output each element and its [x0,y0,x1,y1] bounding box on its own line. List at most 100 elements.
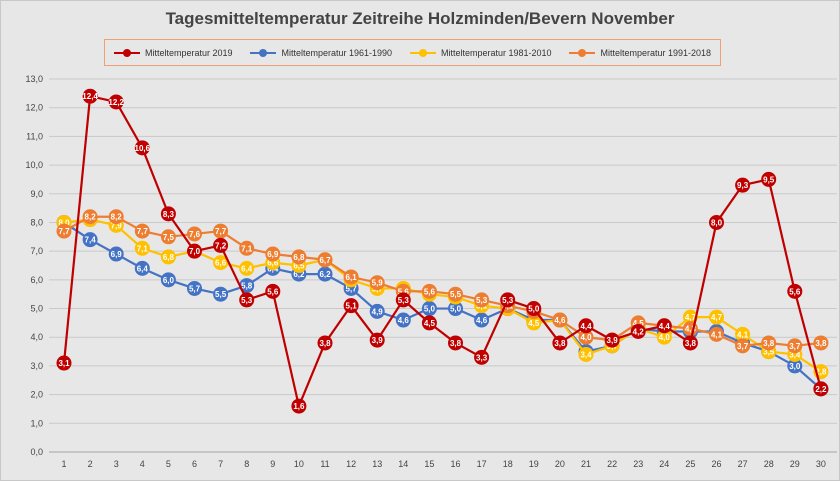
data-label-mitteltemperatur-1981-2010: 3,4 [789,350,801,359]
legend-swatch-1981-2010 [409,48,436,58]
x-tick-label: 22 [607,459,617,469]
marker-mitteltemperatur-2019 [187,243,202,259]
data-label-mitteltemperatur-1991-2018: 7,5 [163,233,175,242]
data-label-mitteltemperatur-2019: 3,8 [450,339,462,348]
marker-mitteltemperatur-2019 [213,237,229,253]
data-label-mitteltemperatur-2019: 5,3 [241,296,253,305]
series-line-mitteltemperatur-1961-1990 [63,221,822,390]
marker-mitteltemperatur-1961-1990 [474,312,490,328]
marker-mitteltemperatur-1991-2018 [82,209,98,225]
data-label-mitteltemperatur-1981-2010: 4,7 [685,313,697,322]
data-label-mitteltemperatur-1981-2010: 4,7 [711,313,723,322]
x-tick-label: 5 [166,459,171,469]
data-label-mitteltemperatur-2019: 12,4 [82,92,98,101]
x-tick-label: 7 [218,459,223,469]
marker-mitteltemperatur-2019 [369,332,385,348]
legend-item-1981-2010: Mitteltemperatur 1981-2010 [409,48,552,58]
data-label-mitteltemperatur-2019: 3,3 [476,353,488,362]
data-label-mitteltemperatur-1981-2010: 7,1 [137,244,149,253]
data-label-mitteltemperatur-1981-2010: 6,5 [293,262,305,271]
marker-mitteltemperatur-1991-2018 [343,269,359,285]
x-tick-label: 28 [764,459,774,469]
data-label-mitteltemperatur-1961-1990: 5,7 [346,284,358,293]
data-label-mitteltemperatur-1991-2018: 3,7 [737,342,749,351]
marker-mitteltemperatur-2019 [656,318,672,334]
marker-mitteltemperatur-1991-2018 [578,329,594,345]
x-tick-label: 3 [114,459,119,469]
x-tick-label: 17 [477,459,487,469]
data-label-mitteltemperatur-1961-1990: 6,9 [111,250,123,259]
marker-mitteltemperatur-2019 [160,206,176,222]
marker-mitteltemperatur-2019 [682,335,698,351]
data-label-mitteltemperatur-1991-2018: 3,7 [789,342,801,351]
marker-mitteltemperatur-1961-1990 [317,266,333,282]
y-tick-label: 0,0 [30,447,43,457]
marker-mitteltemperatur-1981-2010 [578,346,594,362]
x-tick-label: 8 [244,459,249,469]
marker-mitteltemperatur-2019 [291,398,307,414]
marker-mitteltemperatur-1981-2010 [709,309,724,325]
y-tick-label: 6,0 [30,275,43,285]
data-label-mitteltemperatur-1961-1990: 5,7 [189,284,201,293]
y-tick-label: 1,0 [30,418,43,428]
legend: Mitteltemperatur 2019 Mitteltemperatur 1… [104,39,721,66]
marker-mitteltemperatur-2019 [395,292,411,308]
legend-item-1961-1990: Mitteltemperatur 1961-1990 [250,48,392,58]
data-label-mitteltemperatur-1991-2018: 7,1 [241,244,253,253]
data-label-mitteltemperatur-2019: 4,2 [633,327,645,336]
legend-marker-1981-2010 [418,48,427,57]
data-label-mitteltemperatur-1981-2010: 8,0 [58,218,70,227]
legend-marker-2019 [122,48,131,57]
marker-mitteltemperatur-1961-1990 [108,246,124,262]
data-label-mitteltemperatur-1981-2010: 2,8 [815,368,827,377]
marker-mitteltemperatur-2019 [421,315,437,331]
data-label-mitteltemperatur-2019: 5,6 [789,287,801,296]
marker-mitteltemperatur-1991-2018 [108,209,124,225]
legend-swatch-1991-2018 [569,48,596,58]
legend-swatch-1961-1990 [250,48,277,58]
data-label-mitteltemperatur-1981-2010: 3,5 [763,348,775,357]
data-label-mitteltemperatur-2019: 5,1 [346,302,358,311]
marker-mitteltemperatur-2019 [526,301,542,317]
data-label-mitteltemperatur-1991-2018: 8,2 [111,213,123,222]
marker-mitteltemperatur-1961-1990 [369,303,385,319]
data-label-mitteltemperatur-1961-1990: 6,0 [163,276,175,285]
y-tick-label: 12,0 [25,103,43,113]
y-tick-label: 5,0 [30,304,43,314]
data-label-mitteltemperatur-1991-2018: 6,9 [267,250,279,259]
data-label-mitteltemperatur-1961-1990: 5,8 [241,282,253,291]
marker-mitteltemperatur-2019 [108,94,124,110]
y-tick-label: 13,0 [25,74,43,84]
data-label-mitteltemperatur-1961-1990: 4,6 [398,316,410,325]
data-label-mitteltemperatur-2019: 10,6 [135,144,151,153]
data-label-mitteltemperatur-2019: 4,4 [659,322,671,331]
data-label-mitteltemperatur-1991-2018: 4,1 [711,330,723,339]
data-label-mitteltemperatur-1981-2010: 6,8 [163,253,175,262]
data-label-mitteltemperatur-2019: 4,5 [424,319,436,328]
data-label-mitteltemperatur-1991-2018: 7,6 [189,230,201,239]
marker-mitteltemperatur-1991-2018 [474,292,490,308]
legend-marker-1991-2018 [578,48,587,57]
marker-mitteltemperatur-1981-2010 [213,255,229,271]
data-label-mitteltemperatur-1981-2010: 6,4 [241,264,253,273]
marker-mitteltemperatur-2019 [448,335,463,351]
x-tick-label: 16 [450,459,460,469]
data-label-mitteltemperatur-2019: 3,1 [58,359,70,368]
data-label-mitteltemperatur-1961-1990: 6,4 [137,264,149,273]
y-tick-label: 11,0 [26,131,43,141]
data-label-mitteltemperatur-1991-2018: 6,1 [346,273,358,282]
data-label-mitteltemperatur-1981-2010: 6,6 [215,259,227,268]
marker-mitteltemperatur-2019 [343,298,359,314]
marker-mitteltemperatur-1991-2018 [213,223,229,239]
data-label-mitteltemperatur-1961-1990: 6,2 [319,270,331,279]
marker-mitteltemperatur-1991-2018 [421,283,437,299]
x-tick-label: 13 [372,459,382,469]
marker-mitteltemperatur-1991-2018 [709,326,724,342]
marker-mitteltemperatur-1981-2010 [526,315,542,331]
marker-mitteltemperatur-2019 [134,140,150,156]
marker-mitteltemperatur-1991-2018 [761,335,777,351]
marker-mitteltemperatur-1961-1990 [213,286,229,302]
marker-mitteltemperatur-2019 [604,332,620,348]
data-label-mitteltemperatur-1981-2010: 7,9 [111,221,123,230]
